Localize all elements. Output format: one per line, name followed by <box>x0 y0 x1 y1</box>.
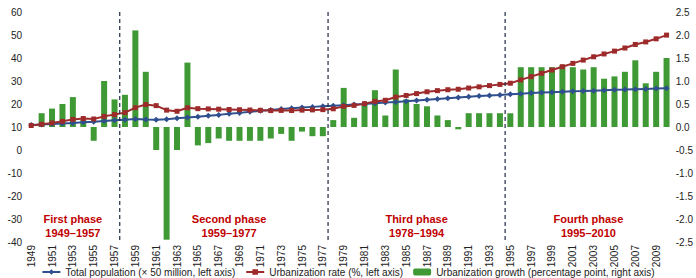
svg-text:2009: 2009 <box>651 245 662 268</box>
svg-text:1979: 1979 <box>338 245 349 268</box>
svg-text:1995: 1995 <box>505 245 516 268</box>
svg-text:2005: 2005 <box>609 245 620 268</box>
svg-text:-2.5: -2.5 <box>676 237 694 248</box>
svg-text:1971: 1971 <box>255 245 266 268</box>
svg-text:1957: 1957 <box>109 245 120 268</box>
svg-text:1983: 1983 <box>380 245 391 268</box>
svg-text:1989: 1989 <box>442 245 453 268</box>
svg-text:1953: 1953 <box>67 245 78 268</box>
svg-text:1959: 1959 <box>130 245 141 268</box>
svg-text:-2.0: -2.0 <box>676 214 694 225</box>
svg-text:-1.0: -1.0 <box>676 168 694 179</box>
svg-text:1.0: 1.0 <box>676 76 690 87</box>
svg-text:1981: 1981 <box>359 245 370 268</box>
svg-text:1.5: 1.5 <box>676 53 690 64</box>
svg-text:10: 10 <box>11 122 23 133</box>
svg-text:1961: 1961 <box>151 245 162 268</box>
svg-text:-40: -40 <box>8 237 23 248</box>
svg-text:1997: 1997 <box>526 245 537 268</box>
svg-text:1985: 1985 <box>401 245 412 268</box>
svg-text:Total population (× 50 million: Total population (× 50 million, left axi… <box>65 267 235 278</box>
svg-text:1991: 1991 <box>463 245 474 268</box>
svg-text:1999: 1999 <box>546 245 557 268</box>
svg-text:2.5: 2.5 <box>676 7 690 18</box>
svg-text:0: 0 <box>16 145 22 156</box>
svg-text:1993: 1993 <box>484 245 495 268</box>
svg-text:1995–2010: 1995–2010 <box>561 227 616 239</box>
svg-text:2001: 2001 <box>567 245 578 268</box>
svg-text:1975: 1975 <box>297 245 308 268</box>
svg-text:-30: -30 <box>8 214 23 225</box>
svg-text:1951: 1951 <box>47 245 58 268</box>
svg-text:1977: 1977 <box>317 245 328 268</box>
svg-text:Fourth phase: Fourth phase <box>554 213 624 225</box>
svg-text:Third phase: Third phase <box>385 213 447 225</box>
svg-text:-1.5: -1.5 <box>676 191 694 202</box>
svg-text:1949–1957: 1949–1957 <box>45 227 100 239</box>
svg-text:1965: 1965 <box>192 245 203 268</box>
svg-text:-0.5: -0.5 <box>676 145 694 156</box>
svg-text:1973: 1973 <box>276 245 287 268</box>
svg-text:1978–1994: 1978–1994 <box>389 227 445 239</box>
svg-text:Urbanization growth (percentag: Urbanization growth (percentage point, r… <box>436 267 654 278</box>
svg-text:Urbanization rate (%, left axi: Urbanization rate (%, left axis) <box>269 267 403 278</box>
svg-text:0.5: 0.5 <box>676 99 690 110</box>
svg-text:40: 40 <box>11 53 23 64</box>
svg-text:20: 20 <box>11 99 23 110</box>
svg-text:2007: 2007 <box>630 245 641 268</box>
svg-text:1959–1977: 1959–1977 <box>202 227 257 239</box>
svg-text:1967: 1967 <box>213 245 224 268</box>
svg-text:60: 60 <box>11 7 23 18</box>
svg-text:-10: -10 <box>8 168 23 179</box>
svg-text:1963: 1963 <box>172 245 183 268</box>
svg-text:1949: 1949 <box>26 245 37 268</box>
svg-text:Second phase: Second phase <box>192 213 267 225</box>
svg-text:2.0: 2.0 <box>676 30 690 41</box>
svg-text:1987: 1987 <box>422 245 433 268</box>
svg-text:50: 50 <box>11 30 23 41</box>
svg-text:-20: -20 <box>8 191 23 202</box>
svg-text:1955: 1955 <box>88 245 99 268</box>
svg-text:1969: 1969 <box>234 245 245 268</box>
svg-text:0.0: 0.0 <box>676 122 690 133</box>
svg-text:2003: 2003 <box>588 245 599 268</box>
svg-text:First phase: First phase <box>44 213 103 225</box>
svg-text:30: 30 <box>11 76 23 87</box>
